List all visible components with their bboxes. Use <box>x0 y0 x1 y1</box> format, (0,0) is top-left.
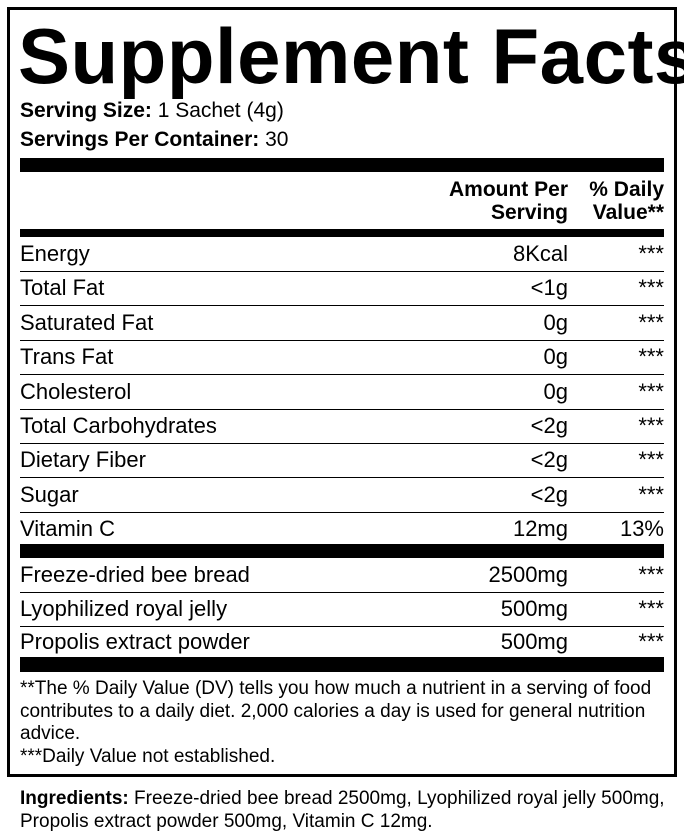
panel-title: Supplement Facts <box>18 12 684 100</box>
nutrient-name: Cholesterol <box>20 378 132 404</box>
daily-value: *** <box>638 481 664 507</box>
servings-per-container-label: Servings Per Container: <box>20 128 260 151</box>
nutrient-name: Saturated Fat <box>20 309 154 335</box>
nutrient-name: Freeze-dried bee bread <box>20 562 250 587</box>
table-row: Lyophilized royal jelly 500mg *** <box>20 592 664 627</box>
daily-value: *** <box>638 595 664 621</box>
serving-size: Serving Size: 1 Sachet (4g) <box>20 98 284 124</box>
nutrient-name: Trans Fat <box>20 344 114 370</box>
servings-per-container: Servings Per Container: 30 <box>20 127 288 153</box>
daily-value: *** <box>638 562 664 587</box>
table-row: Energy 8Kcal *** <box>20 237 664 272</box>
table-row: Propolis extract powder 500mg *** <box>20 625 664 659</box>
footnotes: **The % Daily Value (DV) tells you how m… <box>20 678 670 768</box>
divider-thick <box>20 657 664 672</box>
table-row: Vitamin C 12mg 13% <box>20 512 664 546</box>
table-row: Saturated Fat 0g *** <box>20 306 664 341</box>
table-row: Total Fat <1g *** <box>20 271 664 307</box>
daily-value: *** <box>638 241 664 266</box>
dv-header-line2: Value** <box>592 201 664 224</box>
dv-header-line1: % Daily <box>589 178 664 201</box>
daily-value: *** <box>638 344 664 370</box>
divider-thick <box>20 544 664 558</box>
daily-value-header: % Daily Value** <box>589 178 664 224</box>
amount-per-serving: <2g <box>530 481 568 507</box>
nutrient-name: Sugar <box>20 481 79 507</box>
daily-value: *** <box>638 378 664 404</box>
nutrient-name: Dietary Fiber <box>20 447 146 473</box>
dv-footnote: **The % Daily Value (DV) tells you how m… <box>20 678 652 744</box>
serving-size-value: 1 Sachet (4g) <box>157 99 284 122</box>
ingredients-statement: Ingredients: Freeze-dried bee bread 2500… <box>20 788 670 833</box>
table-row: Dietary Fiber <2g *** <box>20 443 664 479</box>
table-row: Trans Fat 0g *** <box>20 340 664 376</box>
table-row: Total Carbohydrates <2g *** <box>20 409 664 444</box>
daily-value: *** <box>638 629 664 654</box>
nutrient-name: Total Fat <box>20 275 105 301</box>
daily-value: *** <box>638 413 664 438</box>
amount-header-line2: Serving <box>490 201 568 224</box>
divider-thick <box>20 158 664 172</box>
nutrient-name: Lyophilized royal jelly <box>20 595 228 621</box>
serving-size-label: Serving Size: <box>20 99 152 122</box>
amount-per-serving: 0g <box>543 309 568 335</box>
amount-per-serving: 0g <box>543 344 568 370</box>
daily-value: *** <box>638 447 664 473</box>
amount-per-serving-header: Amount Per Serving <box>449 178 568 224</box>
nutrient-name: Total Carbohydrates <box>20 413 217 438</box>
amount-per-serving: <2g <box>530 413 568 438</box>
table-row: Cholesterol 0g *** <box>20 375 664 410</box>
amount-per-serving: 0g <box>543 378 568 404</box>
servings-per-container-value: 30 <box>265 128 289 151</box>
ingredients-text: Freeze-dried bee bread 2500mg, Lyophiliz… <box>20 788 665 832</box>
nutrient-name: Energy <box>20 241 90 266</box>
amount-header-line1: Amount Per <box>448 178 568 201</box>
daily-value: 13% <box>619 516 664 542</box>
amount-per-serving: 2500mg <box>488 562 568 587</box>
amount-per-serving: 500mg <box>500 629 568 654</box>
daily-value: *** <box>638 275 664 301</box>
ingredients-label: Ingredients: <box>20 788 129 809</box>
nutrient-name: Vitamin C <box>20 516 115 542</box>
amount-per-serving: 8Kcal <box>512 241 568 266</box>
table-row: Freeze-dried bee bread 2500mg *** <box>20 558 664 593</box>
amount-per-serving: <2g <box>530 447 568 473</box>
amount-per-serving: 12mg <box>512 516 568 542</box>
supplement-facts-panel <box>7 7 677 777</box>
table-row: Sugar <2g *** <box>20 478 664 513</box>
amount-per-serving: 500mg <box>500 595 568 621</box>
amount-per-serving: <1g <box>530 275 568 301</box>
divider-medium <box>20 229 664 237</box>
nutrient-name: Propolis extract powder <box>20 629 250 654</box>
not-established-footnote: ***Daily Value not established. <box>20 745 276 767</box>
daily-value: *** <box>638 309 664 335</box>
